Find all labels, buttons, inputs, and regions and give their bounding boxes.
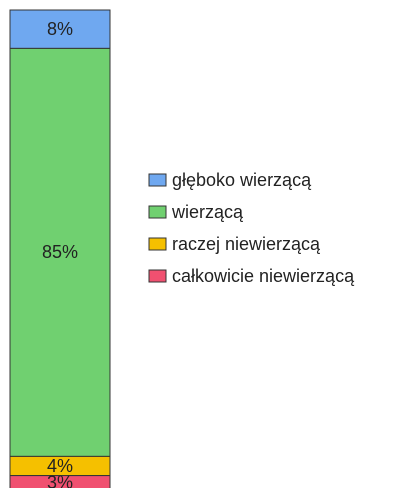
legend-swatch [148,173,167,187]
data-label: 3% [47,473,73,488]
legend-label: wierzącą [171,202,244,222]
bar-segment [9,9,111,49]
bar-segment [9,47,111,457]
data-label: 4% [47,456,73,476]
data-label: 85% [42,242,78,262]
legend-label: głęboko wierzącą [172,170,312,190]
legend-swatch [148,205,167,219]
legend-swatch [148,269,167,283]
legend-label: raczej niewierzącą [172,234,321,254]
legend-swatch [148,237,167,251]
data-label: 8% [47,19,73,39]
legend-label: całkowicie niewierzącą [172,266,355,286]
bar-segment [9,475,111,488]
